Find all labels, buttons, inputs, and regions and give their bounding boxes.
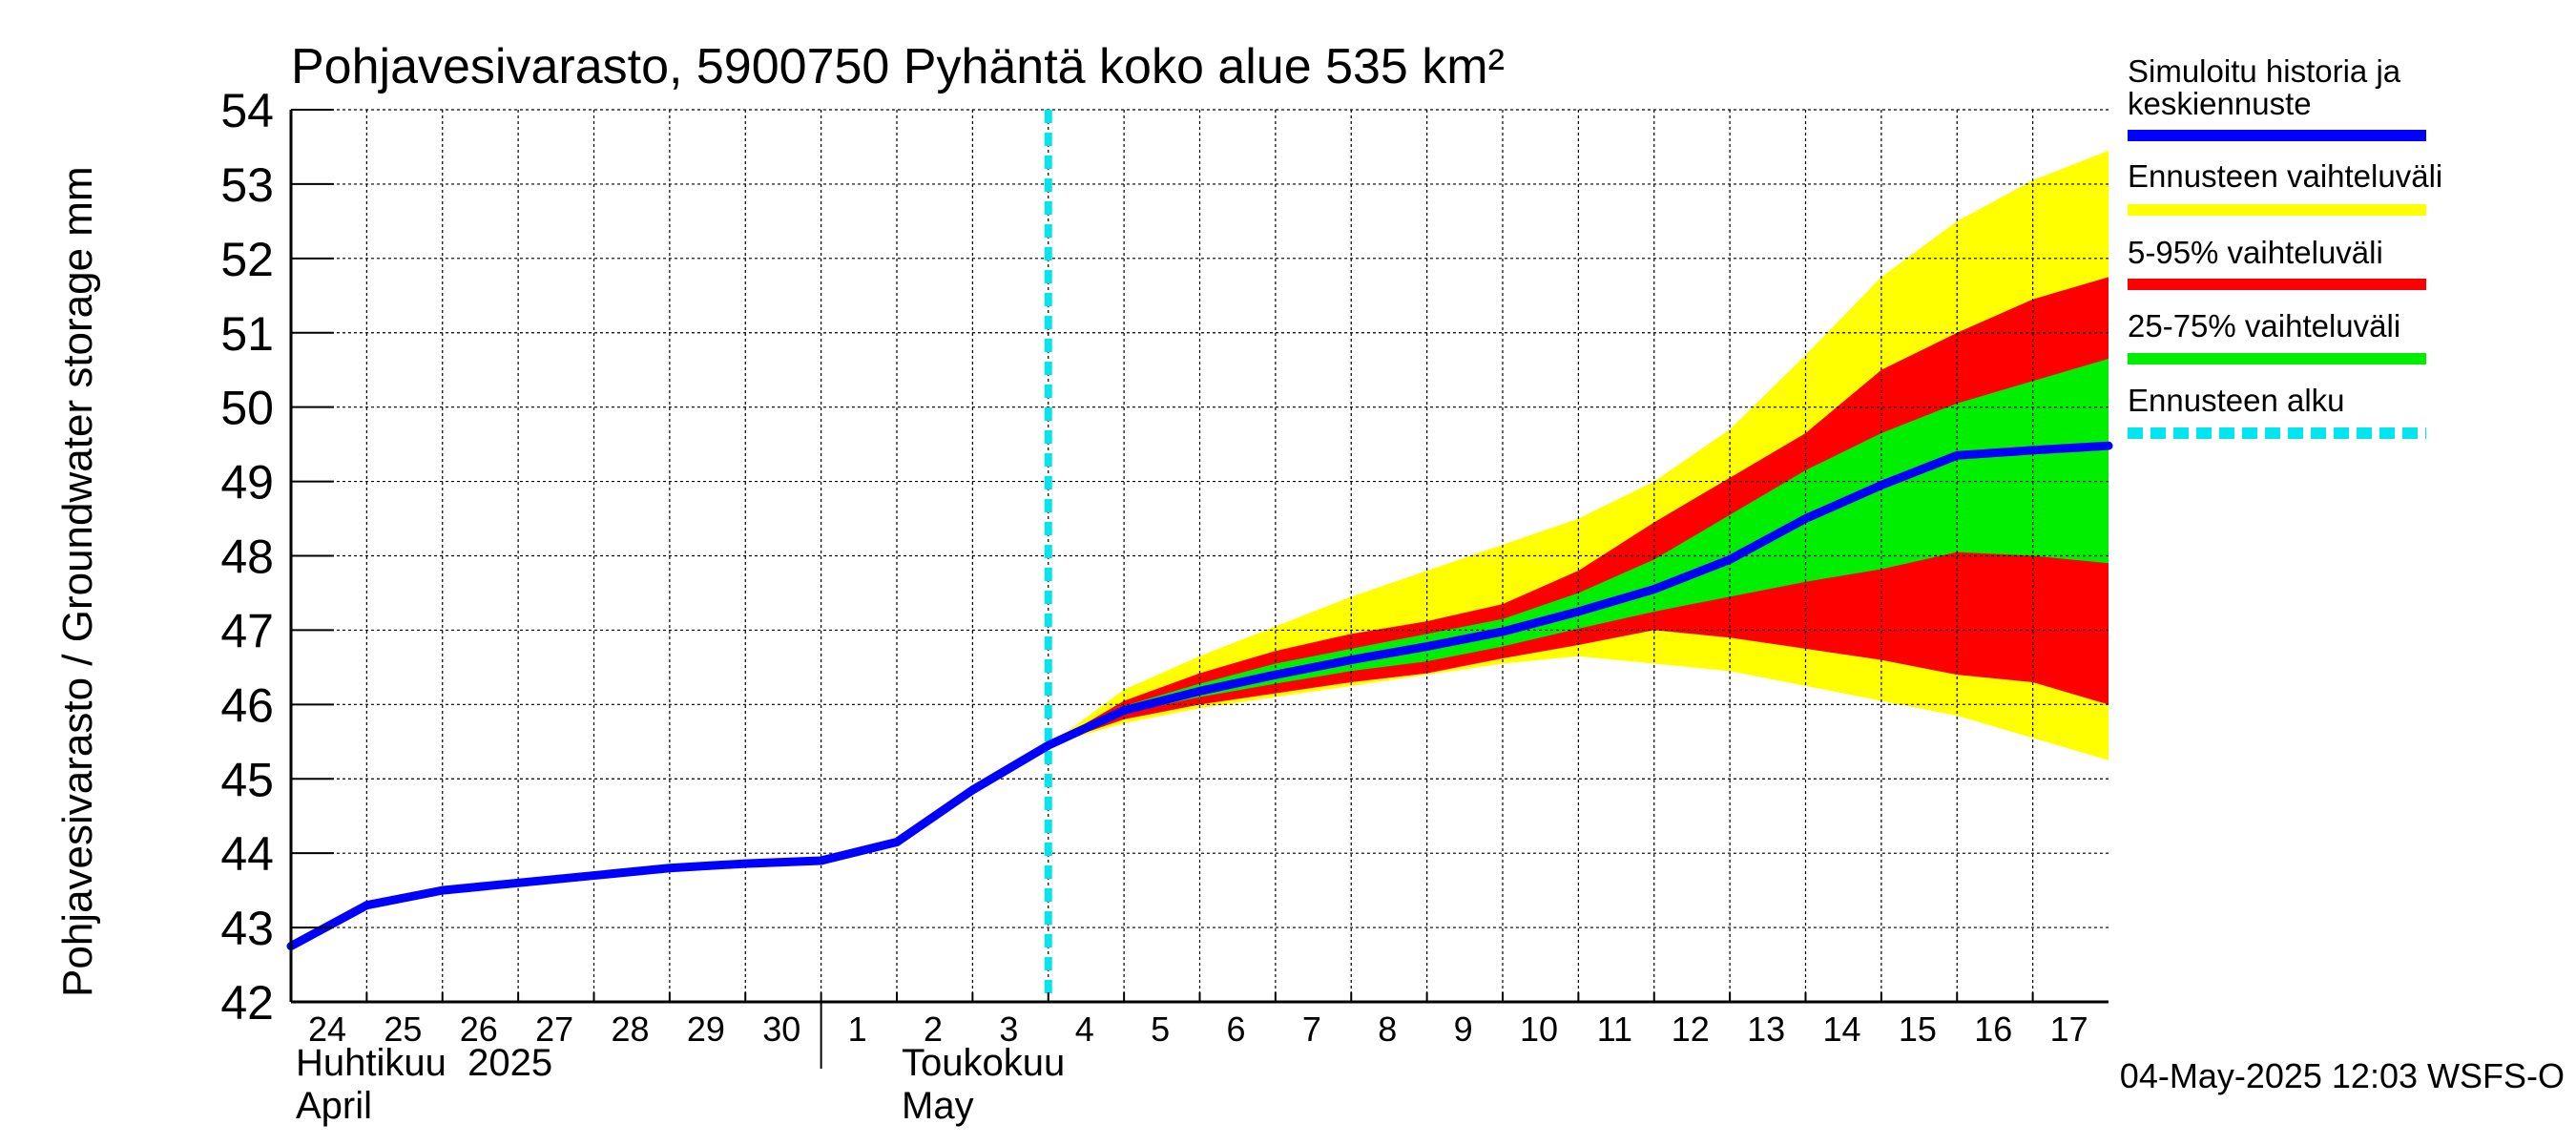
series-line-history [286,441,2113,951]
month-label-en: May [902,1085,974,1127]
legend-label: Ennusteen alku [2128,383,2345,418]
legend-label: 25-75% vaihteluväli [2128,308,2400,344]
legend-label: keskiennuste [2128,86,2312,121]
month-label-en: April [296,1085,372,1127]
x-tick-label: 10 [1520,1010,1558,1049]
legend-label: 5-95% vaihteluväli [2128,235,2383,270]
x-tick-label: 17 [2050,1010,2088,1049]
x-tick-label: 28 [611,1010,649,1049]
x-tick-label: 24 [308,1010,346,1049]
x-tick-label: 12 [1672,1010,1710,1049]
y-tick-label-51: 51 [220,307,274,361]
y-tick-label-45: 45 [220,753,274,806]
band-25-75 [1048,359,2109,746]
y-tick-label-43: 43 [220,902,274,955]
x-tick-label: 9 [1454,1010,1473,1049]
legend-label: Ennusteen vaihteluväli [2128,158,2442,194]
y-tick-label-47: 47 [220,604,274,657]
x-tick-label: 3 [999,1010,1018,1049]
x-tick-label: 14 [1822,1010,1860,1049]
y-tick-label-53: 53 [220,158,274,212]
series-lines [286,110,2113,1002]
y-axis-label: Pohjavesivarasto / Groundwater storage m… [54,166,101,997]
x-tick-label: 11 [1597,1010,1632,1049]
x-tick-label: 26 [460,1010,498,1049]
month-label-fi: Toukokuu [902,1042,1065,1084]
x-tick-label: 4 [1075,1010,1094,1049]
y-tick-label-54: 54 [220,84,274,137]
y-tick-label-49: 49 [220,456,274,510]
chart-title: Pohjavesivarasto, 5900750 Pyhäntä koko a… [291,39,1505,94]
band-5-95 [1048,277,2109,746]
y-tick-label-52: 52 [220,233,274,286]
x-tick-label: 30 [762,1010,800,1049]
x-tick-label: 6 [1226,1010,1245,1049]
x-tick-label: 13 [1747,1010,1785,1049]
x-tick-label: 8 [1378,1010,1397,1049]
x-tick-label: 29 [687,1010,725,1049]
footer-timestamp: 04-May-2025 12:03 WSFS-O [2120,1056,2565,1095]
x-tick-label: 27 [535,1010,573,1049]
y-tick-label-50: 50 [220,382,274,435]
x-tick-label: 25 [384,1010,422,1049]
x-tick-label: 15 [1899,1010,1937,1049]
x-tick-label: 1 [848,1010,867,1049]
y-tick-label-44: 44 [220,827,274,881]
legend-label: Simuloitu historia ja [2128,53,2401,89]
y-tick-label-46: 46 [220,678,274,732]
forecast-bands [1048,150,2109,760]
x-tick-label: 16 [1974,1010,2012,1049]
y-tick-label-48: 48 [220,531,274,584]
y-tick-label-42: 42 [220,976,274,1030]
x-tick-label: 7 [1302,1010,1321,1049]
x-tick-label: 2 [924,1010,943,1049]
month-label-fi: Huhtikuu 2025 [296,1042,552,1084]
x-tick-label: 5 [1151,1010,1170,1049]
